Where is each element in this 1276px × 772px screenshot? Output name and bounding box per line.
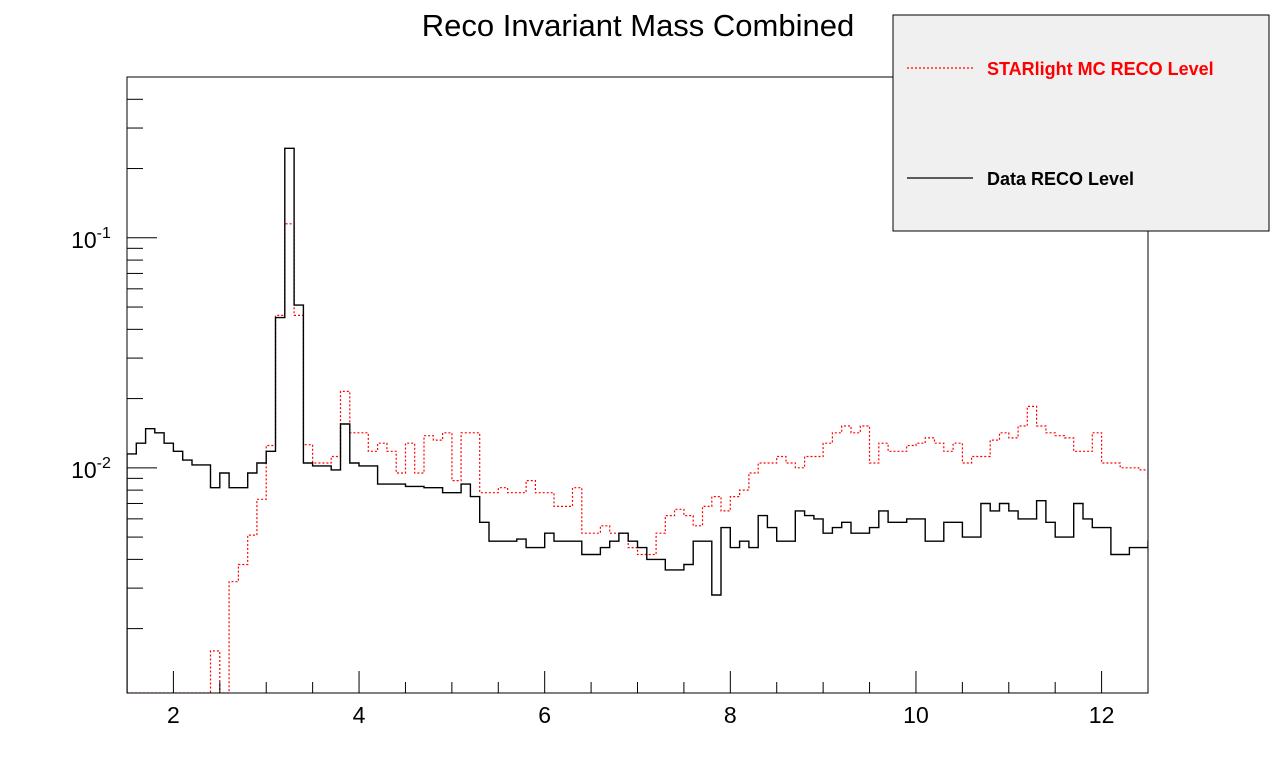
legend-label-1: STARlight MC RECO Level [987,59,1214,79]
series-line-2 [127,147,1148,693]
legend-box [892,14,1270,232]
y-tick-label: 10-2 [71,455,111,483]
y-tick-label: 10-1 [71,225,111,253]
series-line-1 [127,223,1148,693]
x-tick-label: 8 [724,702,737,728]
legend-label-2: Data RECO Level [987,169,1134,189]
series-group [127,147,1148,693]
x-tick-label: 6 [538,702,551,728]
legend: STARlight MC RECO Level Data RECO Level [892,14,1270,232]
x-tick-label: 2 [167,702,180,728]
x-tick-label: 12 [1089,702,1115,728]
x-tick-label: 10 [903,702,929,728]
x-tick-label: 4 [353,702,366,728]
